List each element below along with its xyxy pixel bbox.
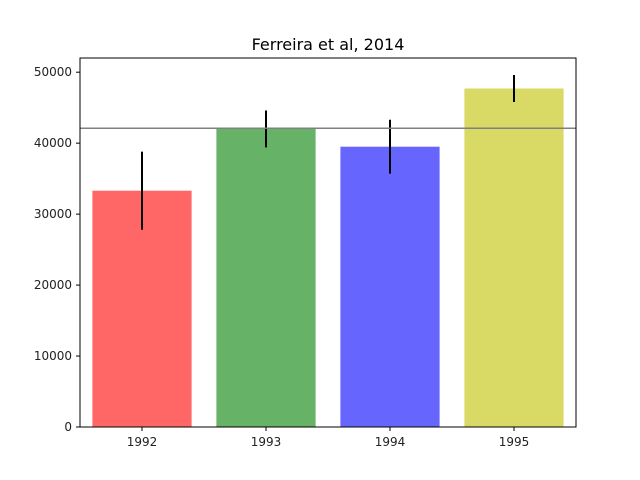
bar-1994	[340, 146, 440, 428]
y-axis: 0 10000 20000 30000 40000 50000	[34, 65, 80, 434]
error-bars-group	[141, 75, 515, 230]
y-tick-label-30000: 30000	[34, 207, 72, 221]
bar-1995	[464, 88, 564, 427]
x-tick-label-1993: 1993	[251, 435, 282, 449]
y-tick-label-50000: 50000	[34, 65, 72, 79]
bars-group	[92, 88, 564, 428]
x-tick-label-1995: 1995	[499, 435, 530, 449]
x-tick-label-1992: 1992	[127, 435, 158, 449]
y-tick-label-0: 0	[64, 420, 72, 434]
y-tick-label-10000: 10000	[34, 349, 72, 363]
chart-title: Ferreira et al, 2014	[252, 35, 405, 54]
y-tick-label-20000: 20000	[34, 278, 72, 292]
x-axis: 1992 1993 1994 1995	[127, 427, 530, 449]
x-tick-label-1994: 1994	[375, 435, 406, 449]
bar-1992	[92, 190, 192, 427]
plot-frame	[79, 57, 577, 428]
bar-1993	[216, 128, 316, 427]
y-tick-label-40000: 40000	[34, 136, 72, 150]
